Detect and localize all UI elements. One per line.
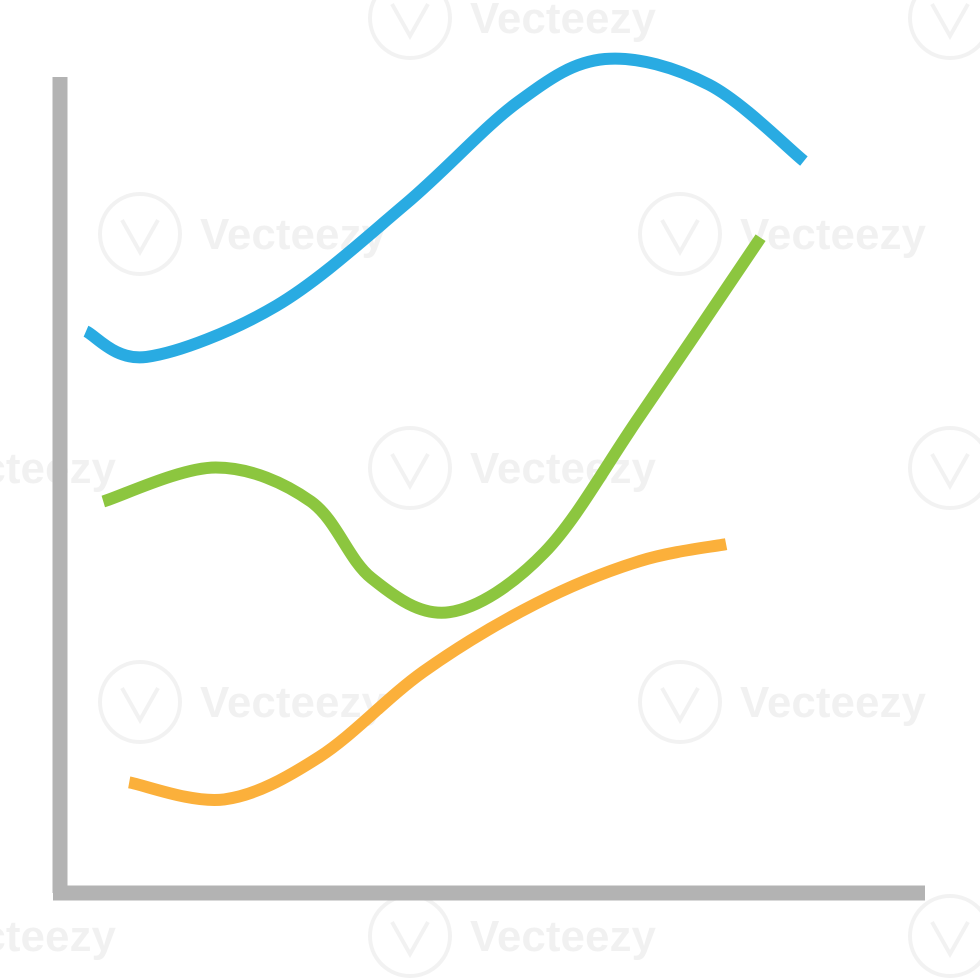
watermark-v-icon	[660, 687, 700, 725]
watermark-logo-icon	[98, 660, 182, 744]
series-line-blue	[82, 52, 808, 364]
watermark-text: Vecteezy	[200, 678, 386, 727]
watermark-v-icon	[390, 453, 430, 491]
series-line-orange	[127, 538, 728, 807]
series-layer	[82, 52, 808, 807]
watermark-stamp: Vecteezy	[908, 894, 980, 978]
watermark-text: Vecteezy	[470, 444, 656, 493]
watermark-v-icon	[390, 921, 430, 959]
watermark-text: Vecteezy	[470, 912, 656, 961]
watermark-stamp: Vecteezy	[368, 426, 656, 510]
watermark-v-icon	[120, 687, 160, 725]
watermark-stamp: Vecteezy	[368, 894, 656, 978]
watermark-stamp: Vecteezy	[638, 192, 926, 276]
watermark-text: Vecteezy	[740, 678, 926, 727]
watermark-v-icon	[120, 219, 160, 257]
watermark-v-icon	[930, 3, 970, 41]
watermark-v-icon	[660, 219, 700, 257]
watermark-stamp: Vecteezy	[0, 912, 116, 961]
watermark-v-icon	[930, 453, 970, 491]
watermark-text: Vecteezy	[470, 0, 656, 43]
watermark-logo-icon	[908, 0, 980, 60]
watermark-stamp: Vecteezy	[368, 0, 656, 60]
watermark-v-icon	[930, 921, 970, 959]
watermark-stamp: Vecteezy	[98, 660, 386, 744]
watermark-logo-icon	[368, 894, 452, 978]
watermark-text: Vecteezy	[0, 912, 116, 961]
series-line-green	[101, 234, 766, 619]
watermark-logo-icon	[908, 426, 980, 510]
watermark-logo-icon	[368, 0, 452, 60]
watermark-logo-icon	[908, 894, 980, 978]
watermark-stamp: Vecteezy	[638, 660, 926, 744]
watermark-logo-icon	[638, 660, 722, 744]
watermark-stamp: Vecteezy	[908, 0, 980, 60]
watermark-v-icon	[390, 3, 430, 41]
watermark-logo-icon	[638, 192, 722, 276]
watermark-text: Vecteezy	[740, 210, 926, 259]
watermark-logo-icon	[368, 426, 452, 510]
watermark-logo-icon	[98, 192, 182, 276]
watermark-stamp: Vecteezy	[908, 426, 980, 510]
